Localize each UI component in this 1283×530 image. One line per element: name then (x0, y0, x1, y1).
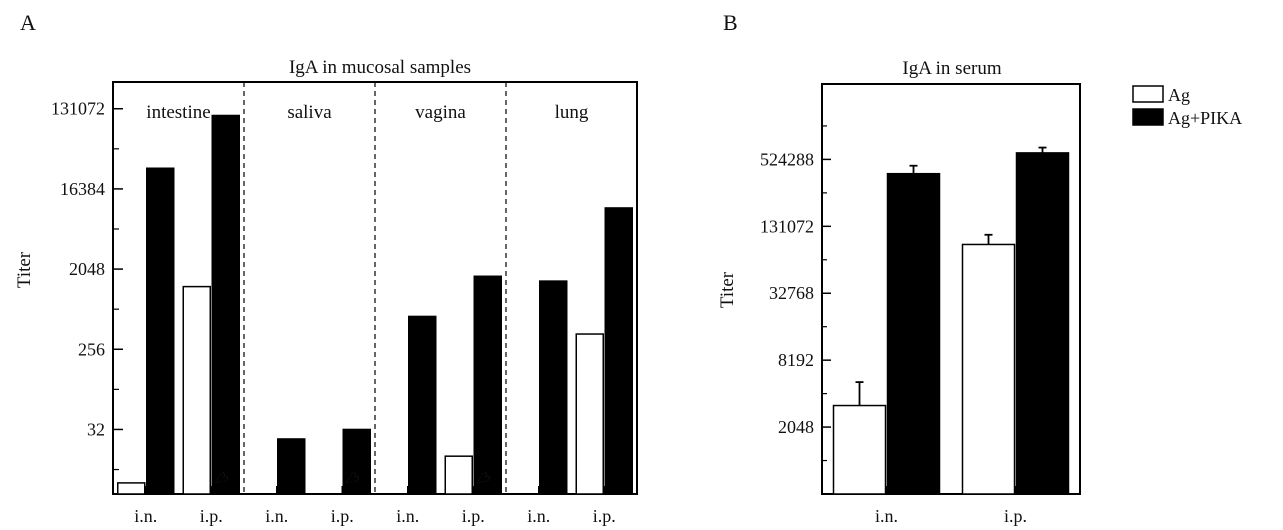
x-tick-label: i.p. (462, 506, 485, 526)
group-label: vagina (415, 102, 466, 123)
x-tick-label: i.p. (331, 506, 354, 526)
bar-ag (182, 285, 211, 495)
bar-ag-pika (146, 167, 175, 495)
group-label: lung (555, 102, 589, 123)
y-tick-label: 8192 (778, 350, 814, 370)
panel-a-label: A (20, 10, 36, 35)
group-label: intestine (146, 102, 210, 123)
x-tick-label: i.p. (1004, 506, 1027, 526)
legend: Ag Ag+PIKA (1132, 85, 1242, 128)
panel-a-group-dividers (243, 82, 507, 494)
panel-b-ylabel: Titer (717, 271, 738, 308)
panel-b-y-axis: 2048 8192 32768 131072 524288 (760, 125, 831, 462)
y-tick-label: 2048 (69, 259, 105, 279)
panel-b: B IgA in serum Titer 2048 8192 32768 131072… (717, 10, 1242, 526)
panel-a: A IgA in mucosal samples Titer 32 256 2048… (14, 10, 638, 526)
panel-b-bars (832, 146, 1070, 495)
panel-a-below-detection: <3 <3 <3 (211, 469, 494, 490)
panel-b-frame (821, 83, 1081, 495)
y-tick-label: 16384 (60, 179, 105, 199)
x-tick-label: i.n. (134, 506, 157, 526)
bar-ag-pika (277, 438, 306, 495)
panel-a-x-axis: i.n. i.p. i.n. i.p. i.n. i.p. i.n. i.p. (134, 486, 616, 526)
bar-ag-pika (408, 315, 437, 495)
below-detection-mark: <3 (342, 469, 363, 490)
x-tick-label: i.p. (593, 506, 616, 526)
legend-swatch-ag (1132, 85, 1164, 103)
bar-ag-pika (604, 207, 633, 495)
x-tick-label: i.p. (200, 506, 223, 526)
group-label: saliva (287, 102, 332, 123)
bar-ag-pika (211, 114, 240, 495)
bar-ag-pika (886, 172, 941, 495)
panel-b-x-axis: i.n. i.p. (875, 486, 1027, 526)
bar-ag-pika (342, 428, 371, 495)
bar-ag (961, 243, 1016, 495)
y-tick-label: 131072 (760, 216, 814, 236)
legend-label: Ag (1168, 85, 1190, 105)
x-tick-label: i.n. (265, 506, 288, 526)
legend-label: Ag+PIKA (1168, 108, 1242, 128)
panel-a-ylabel: Titer (14, 251, 35, 288)
y-tick-label: 256 (78, 339, 105, 359)
below-detection-mark: <3 (473, 469, 494, 490)
y-tick-label: 32768 (769, 283, 814, 303)
y-tick-label: 131072 (51, 99, 105, 119)
panel-b-label: B (723, 10, 738, 35)
x-tick-label: i.n. (527, 506, 550, 526)
y-tick-label: 32 (87, 419, 105, 439)
panel-a-bars (117, 114, 633, 495)
y-tick-label: 2048 (778, 417, 814, 437)
panel-a-y-axis: 32 256 2048 16384 131072 (51, 99, 123, 471)
bar-ag (832, 404, 887, 495)
bar-ag-pika (1015, 152, 1070, 495)
y-tick-label: 524288 (760, 149, 814, 169)
bar-ag (444, 455, 473, 495)
bar-ag (575, 333, 604, 495)
panel-b-title: IgA in serum (902, 58, 1001, 79)
panel-a-group-labels: intestine saliva vagina lung (146, 102, 589, 123)
legend-swatch-ag-pika (1132, 108, 1164, 126)
x-tick-label: i.n. (875, 506, 898, 526)
below-detection-mark: <3 (211, 469, 232, 490)
bar-ag-pika (473, 275, 502, 495)
panel-a-title: IgA in mucosal samples (289, 57, 471, 78)
bar-ag (117, 482, 146, 495)
bar-ag-pika (539, 280, 568, 495)
x-tick-label: i.n. (396, 506, 419, 526)
